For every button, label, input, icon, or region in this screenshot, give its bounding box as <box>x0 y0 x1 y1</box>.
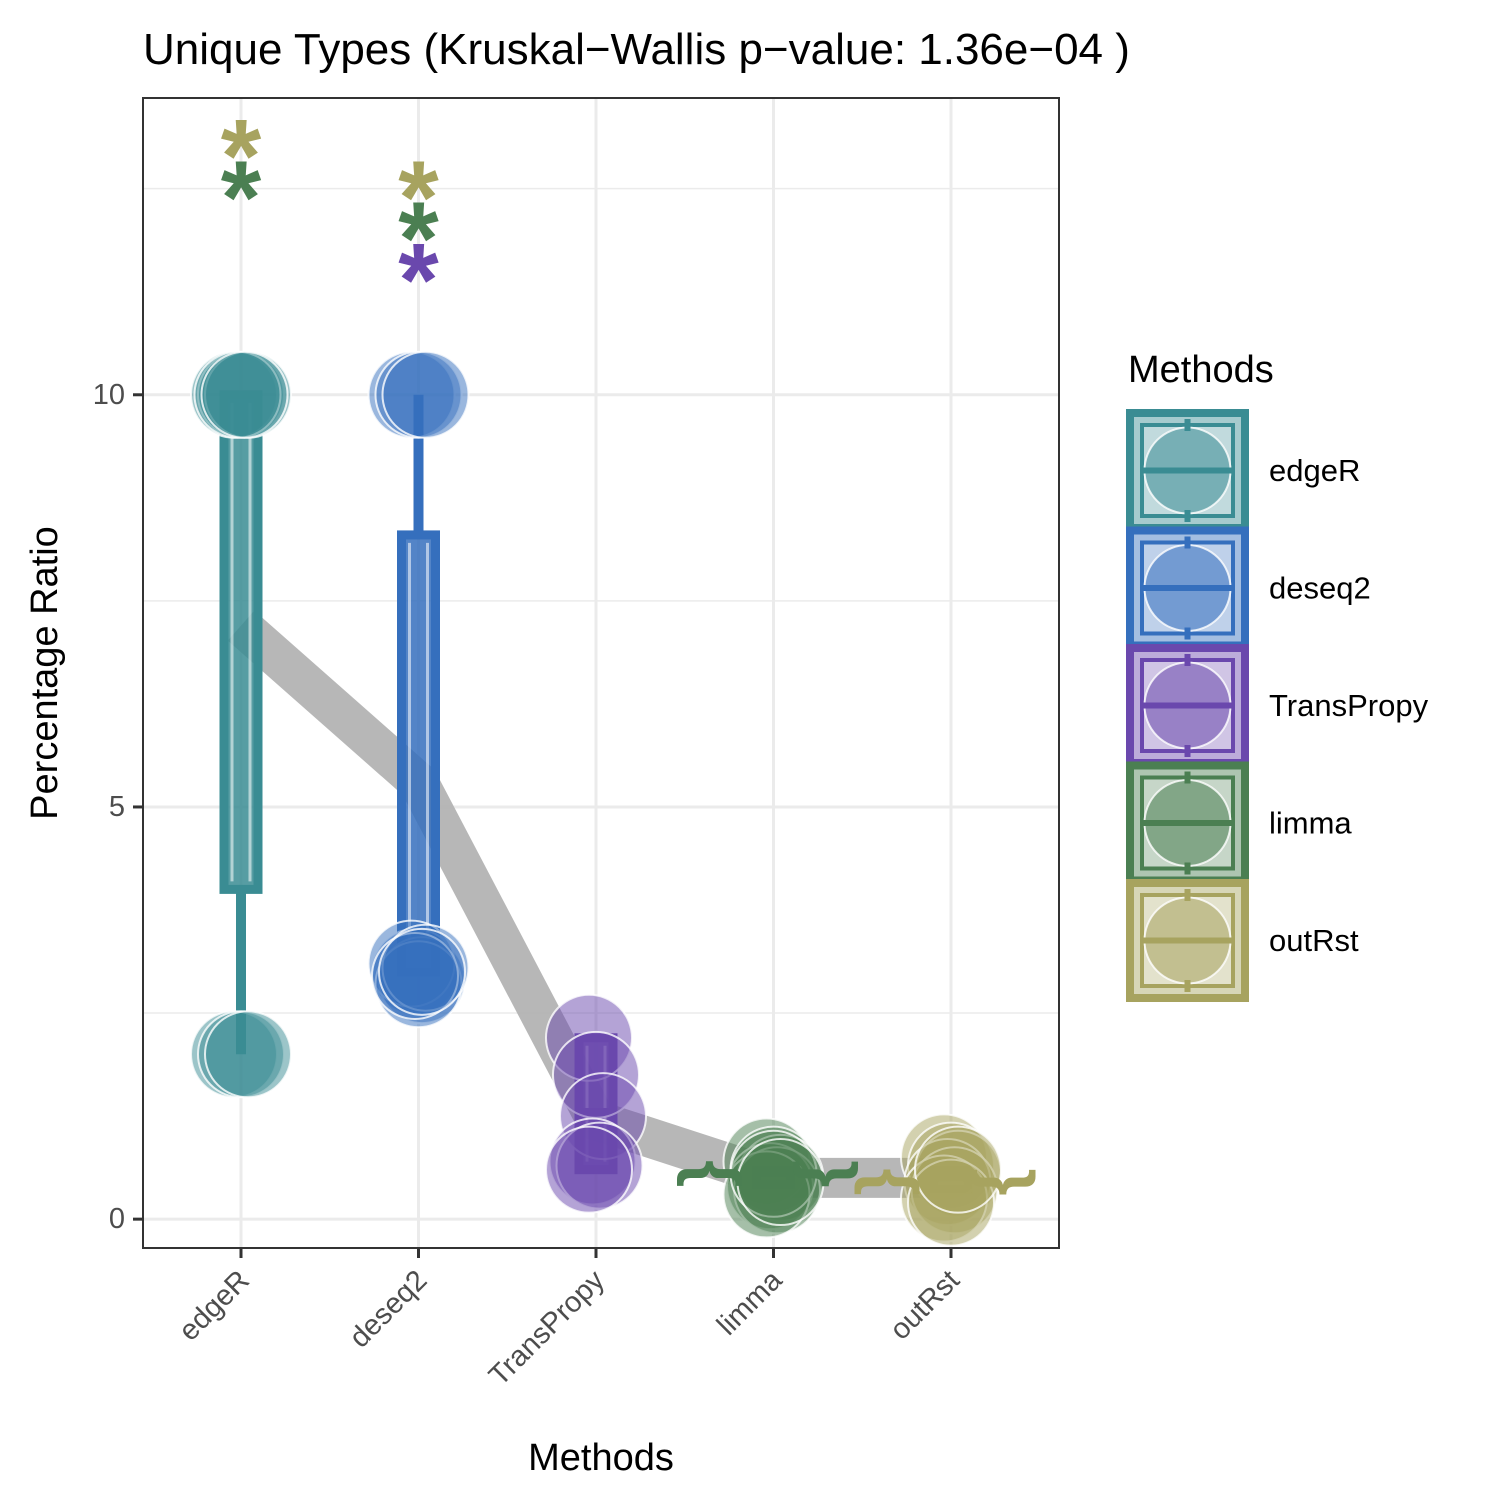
box-deseq2 <box>397 530 440 977</box>
x-tick-label: deseq2 <box>344 1264 434 1354</box>
significance-mark: } <box>793 1160 871 1187</box>
chart-title: Unique Types (Kruskal−Wallis p−value: 1.… <box>143 25 1130 74</box>
significance-mark: * <box>221 99 262 215</box>
significance-mark: } <box>970 1168 1048 1195</box>
point-deseq2 <box>381 350 470 439</box>
point-edgeR <box>204 1010 292 1099</box>
significance-mark: * <box>398 222 439 338</box>
significance-mark: { <box>677 1160 755 1187</box>
point-deseq2 <box>378 927 466 1016</box>
y-tick-label: 0 <box>109 1203 125 1235</box>
plot-panel-border <box>142 97 1060 1249</box>
legend-label-deseq2: deseq2 <box>1269 571 1371 606</box>
legend-title: Methods <box>1128 349 1274 391</box>
legend: Methods edgeR deseq2 TransPropy limma outRst <box>1126 349 1429 1002</box>
legend-label-outRst: outRst <box>1269 923 1359 958</box>
x-axis-title: Methods <box>528 1437 674 1479</box>
legend-label-limma: limma <box>1269 806 1352 841</box>
significance-mark: * <box>221 140 262 256</box>
significance-mark: * <box>398 140 439 256</box>
legend-label-TransPropy: TransPropy <box>1269 688 1429 723</box>
y-axis-title: Percentage Ratio <box>24 526 66 820</box>
points-layer <box>190 350 1002 1247</box>
y-tick-label: 10 <box>93 379 125 411</box>
y-tick-label: 5 <box>109 791 125 823</box>
point-TransPropy <box>545 1125 633 1214</box>
x-tick-label: edgeR <box>173 1264 256 1347</box>
box-edgeR <box>219 390 263 894</box>
legend-label-edgeR: edgeR <box>1269 453 1360 488</box>
significance-mark: * <box>398 181 439 297</box>
significance-mark: { <box>854 1168 932 1195</box>
significance-layer: ** ***{}{} <box>221 99 1048 1196</box>
x-axis: edgeR deseq2 TransPropy limma outRst <box>173 1248 966 1392</box>
plot-area: ** ***{}{} <box>190 99 1048 1247</box>
x-tick-label: outRst <box>884 1264 966 1346</box>
point-edgeR <box>200 350 289 439</box>
x-tick-label: TransPropy <box>483 1264 611 1392</box>
point-limma <box>736 1138 825 1227</box>
point-outRst <box>914 1125 1002 1214</box>
y-axis: 0 5 10 <box>93 379 143 1235</box>
x-tick-label: limma <box>711 1264 789 1342</box>
